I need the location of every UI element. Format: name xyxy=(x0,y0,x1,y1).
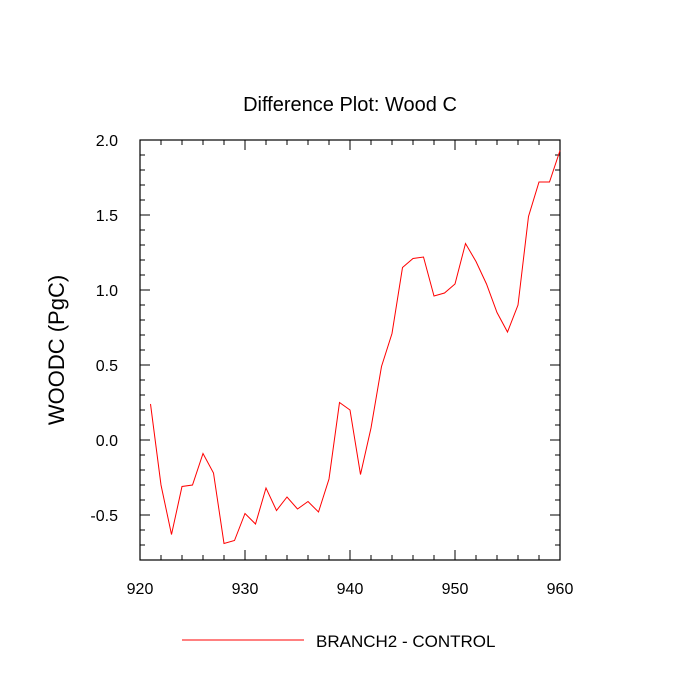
x-tick-label: 920 xyxy=(127,581,154,598)
y-tick-label: 0.5 xyxy=(96,358,118,375)
x-tick-label: 960 xyxy=(547,581,574,598)
chart-title: Difference Plot: Wood C xyxy=(243,94,457,116)
series-lines xyxy=(150,150,561,545)
y-tick-label: 2.0 xyxy=(96,133,118,150)
series-line xyxy=(150,150,561,545)
y-tick-label: -0.5 xyxy=(90,508,118,525)
y-tick-label: 1.0 xyxy=(96,283,118,300)
x-tick-label: 950 xyxy=(442,581,469,598)
plot-frame xyxy=(139,139,561,561)
x-tick-labels: 920 930 940 950 960 xyxy=(127,581,574,598)
y-tick-labels: -0.5 0.0 0.5 1.0 1.5 2.0 xyxy=(90,133,118,525)
x-tick-label: 940 xyxy=(337,581,364,598)
x-tick-label: 930 xyxy=(232,581,259,598)
y-tick-label: 0.0 xyxy=(96,433,118,450)
y-tick-label: 1.5 xyxy=(96,208,118,225)
legend: BRANCH2 - CONTROL xyxy=(182,632,495,651)
legend-label: BRANCH2 - CONTROL xyxy=(316,632,495,651)
y-axis-label: WOODC (PgC) xyxy=(44,275,69,425)
axis-ticks xyxy=(139,139,561,561)
